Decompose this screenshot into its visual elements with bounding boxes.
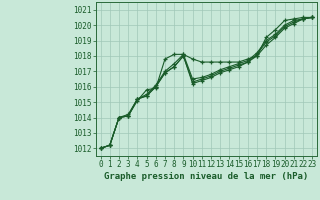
X-axis label: Graphe pression niveau de la mer (hPa): Graphe pression niveau de la mer (hPa) [104,172,308,181]
